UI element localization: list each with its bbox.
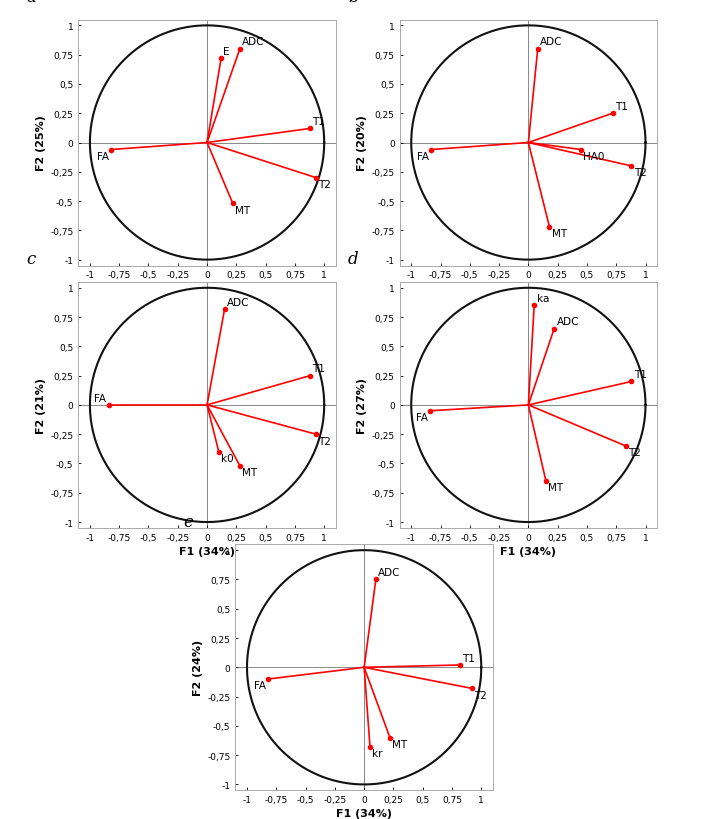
Text: MT: MT	[392, 739, 408, 749]
Text: T1: T1	[313, 364, 326, 373]
Text: ADC: ADC	[378, 568, 401, 577]
Text: ADC: ADC	[227, 297, 249, 307]
Text: FA: FA	[96, 152, 109, 161]
Text: FA: FA	[94, 393, 106, 403]
Y-axis label: F2 (25%): F2 (25%)	[36, 115, 46, 171]
Y-axis label: F2 (24%): F2 (24%)	[193, 640, 203, 695]
Text: b: b	[348, 0, 358, 6]
Text: FA: FA	[417, 152, 429, 161]
X-axis label: F1 (36%): F1 (36%)	[501, 284, 556, 294]
Y-axis label: F2 (27%): F2 (27%)	[357, 378, 367, 433]
Text: E: E	[223, 47, 230, 57]
Text: k0: k0	[221, 454, 233, 464]
Text: d: d	[348, 251, 358, 268]
Text: a: a	[26, 0, 36, 6]
X-axis label: F1 (34%): F1 (34%)	[179, 546, 235, 556]
Text: T2: T2	[318, 436, 331, 446]
Text: ADC: ADC	[540, 38, 563, 48]
Text: FA: FA	[253, 681, 266, 690]
Text: T1: T1	[615, 102, 628, 111]
Text: T1: T1	[313, 117, 326, 127]
Y-axis label: F2 (21%): F2 (21%)	[36, 378, 46, 433]
Text: e: e	[183, 513, 193, 530]
Text: kr: kr	[372, 749, 383, 758]
Text: MT: MT	[242, 468, 257, 477]
Text: FA: FA	[416, 413, 428, 423]
Text: c: c	[26, 251, 36, 268]
X-axis label: F1 (34%): F1 (34%)	[179, 284, 235, 294]
Text: MT: MT	[235, 206, 251, 215]
Text: MT: MT	[552, 229, 567, 239]
Text: T2: T2	[634, 168, 647, 178]
Text: T2: T2	[474, 690, 487, 700]
Text: HA0: HA0	[583, 152, 605, 161]
Y-axis label: F2 (20%): F2 (20%)	[357, 115, 367, 171]
Text: ka: ka	[536, 294, 549, 304]
X-axis label: F1 (34%): F1 (34%)	[336, 808, 392, 818]
Text: ADC: ADC	[242, 38, 265, 48]
Text: MT: MT	[548, 483, 563, 493]
X-axis label: F1 (34%): F1 (34%)	[501, 546, 556, 556]
Text: T1: T1	[463, 653, 476, 663]
Text: T2: T2	[628, 448, 640, 458]
Text: T2: T2	[318, 180, 331, 190]
Text: ADC: ADC	[556, 317, 579, 327]
Text: T1: T1	[634, 369, 647, 380]
